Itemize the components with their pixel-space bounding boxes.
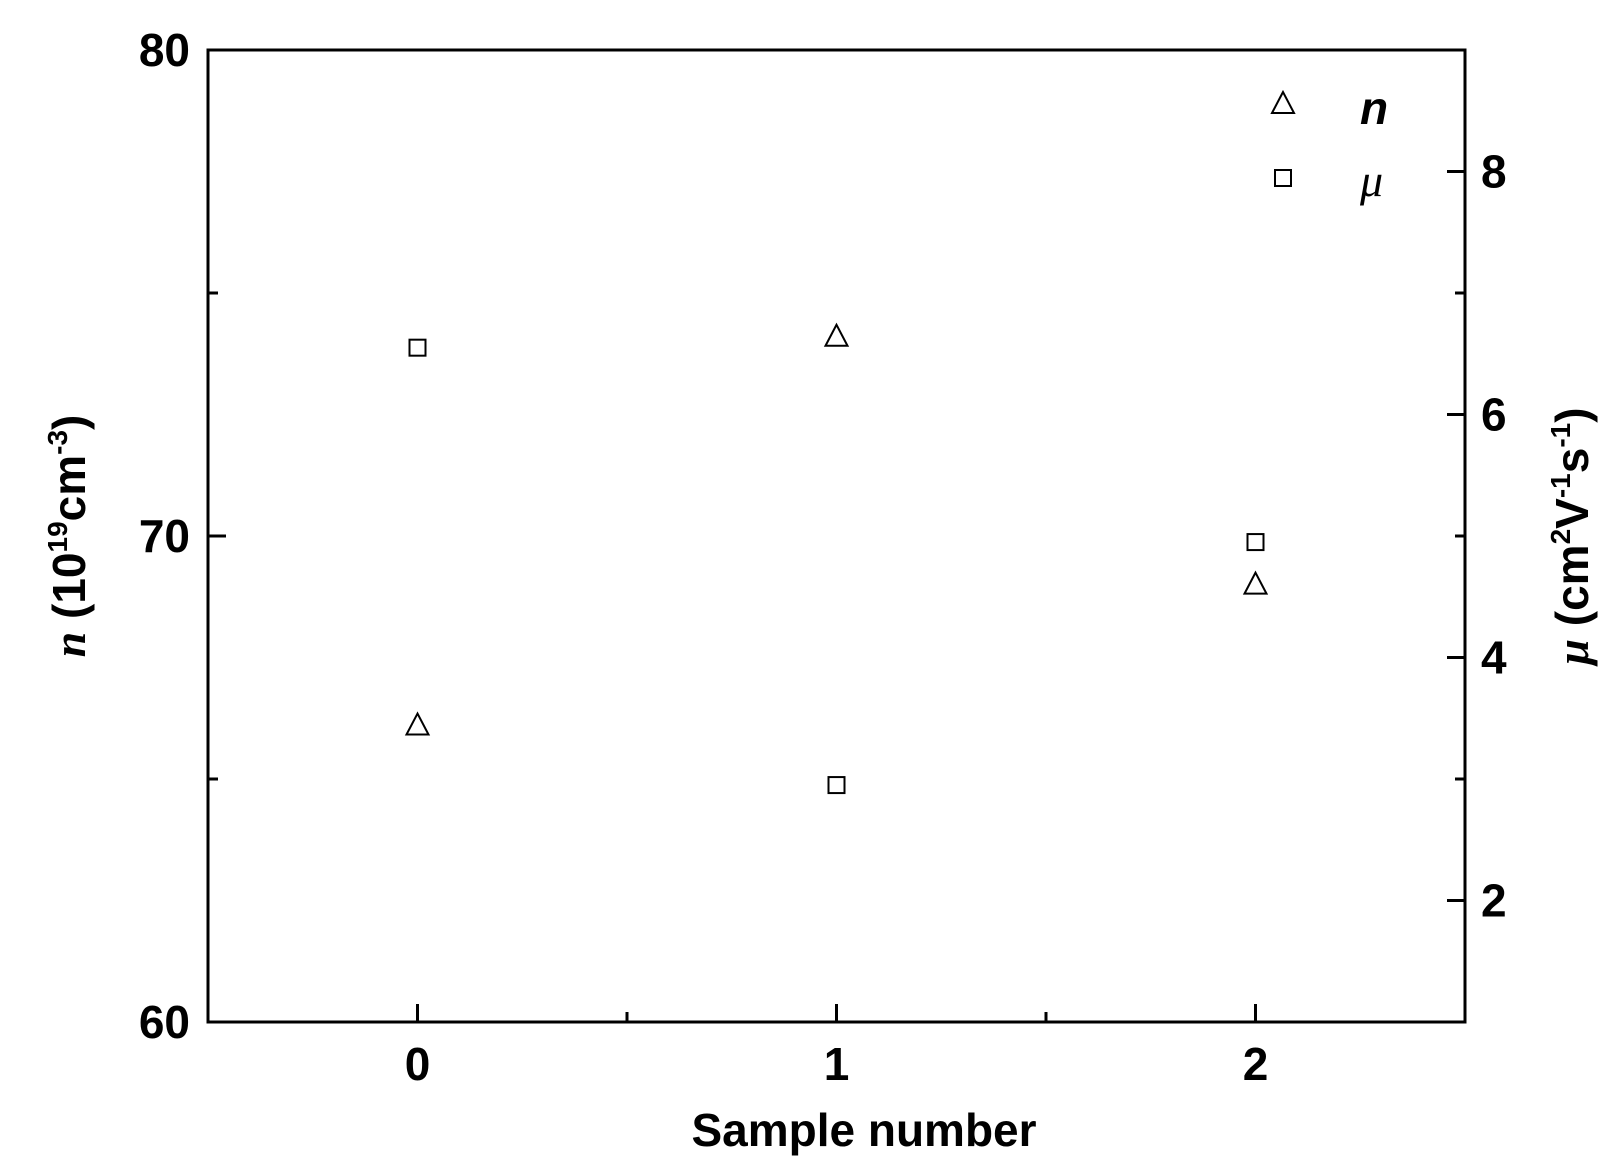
y-left-tick-label: 70: [139, 510, 190, 562]
x-tick-label: 0: [405, 1038, 431, 1090]
y-left-unit-prefix: (10: [43, 553, 95, 632]
mu-data-point: [408, 338, 427, 357]
y-left-unit-suffix: ): [43, 415, 95, 430]
plot-frame: [206, 48, 1467, 1024]
y-left-unit-exp2: -3: [42, 430, 73, 455]
y-left-unit-mid: cm: [43, 455, 95, 521]
y-right-unit-exp1: 2: [1545, 529, 1576, 545]
mu-data-point: [827, 776, 846, 795]
x-tick-label: 2: [1243, 1038, 1269, 1090]
y-left-unit-exp: 19: [42, 521, 73, 552]
mu-data-point: [1246, 533, 1265, 552]
y-left-tick-label: 60: [139, 996, 190, 1048]
legend: n μ: [1270, 82, 1388, 206]
n-data-point: [823, 322, 850, 347]
n-data-point: [404, 711, 431, 736]
y-right-unit-exp3: -1: [1545, 423, 1576, 448]
y-right-unit-suffix: ): [1546, 407, 1598, 422]
y-left-tick-label: 80: [139, 24, 190, 76]
y-right-axis-title: μ (cm2V-1s-1): [1545, 407, 1598, 666]
legend-label-n: n: [1360, 82, 1388, 134]
y-right-tick-label: 6: [1481, 389, 1507, 441]
y-left-axis-symbol: n: [44, 632, 95, 658]
tick-labels: 0 1 2 60 70 80 2 4 6 8: [139, 24, 1507, 1090]
y-right-axis-symbol: μ: [1547, 639, 1598, 667]
y-right-tick-label: 8: [1481, 146, 1507, 198]
y-right-unit-prefix: (cm: [1546, 544, 1598, 639]
y-left-axis-title: n (1019cm-3): [42, 415, 95, 658]
legend-triangle-marker: [1270, 89, 1296, 114]
y-right-unit-mid1: V: [1546, 498, 1598, 529]
n-data-point: [1242, 570, 1269, 595]
x-axis-title: Sample number: [691, 1104, 1036, 1156]
ticks: [206, 48, 1467, 1024]
legend-square-marker: [1274, 169, 1292, 187]
y-right-unit-exp2: -1: [1545, 473, 1576, 498]
y-right-unit-mid2: s: [1546, 448, 1598, 474]
legend-label-mu: μ: [1359, 155, 1383, 206]
y-right-tick-label: 4: [1481, 632, 1507, 684]
data-marks: [404, 322, 1269, 795]
x-tick-label: 1: [824, 1038, 850, 1090]
y-right-tick-label: 2: [1481, 875, 1507, 927]
